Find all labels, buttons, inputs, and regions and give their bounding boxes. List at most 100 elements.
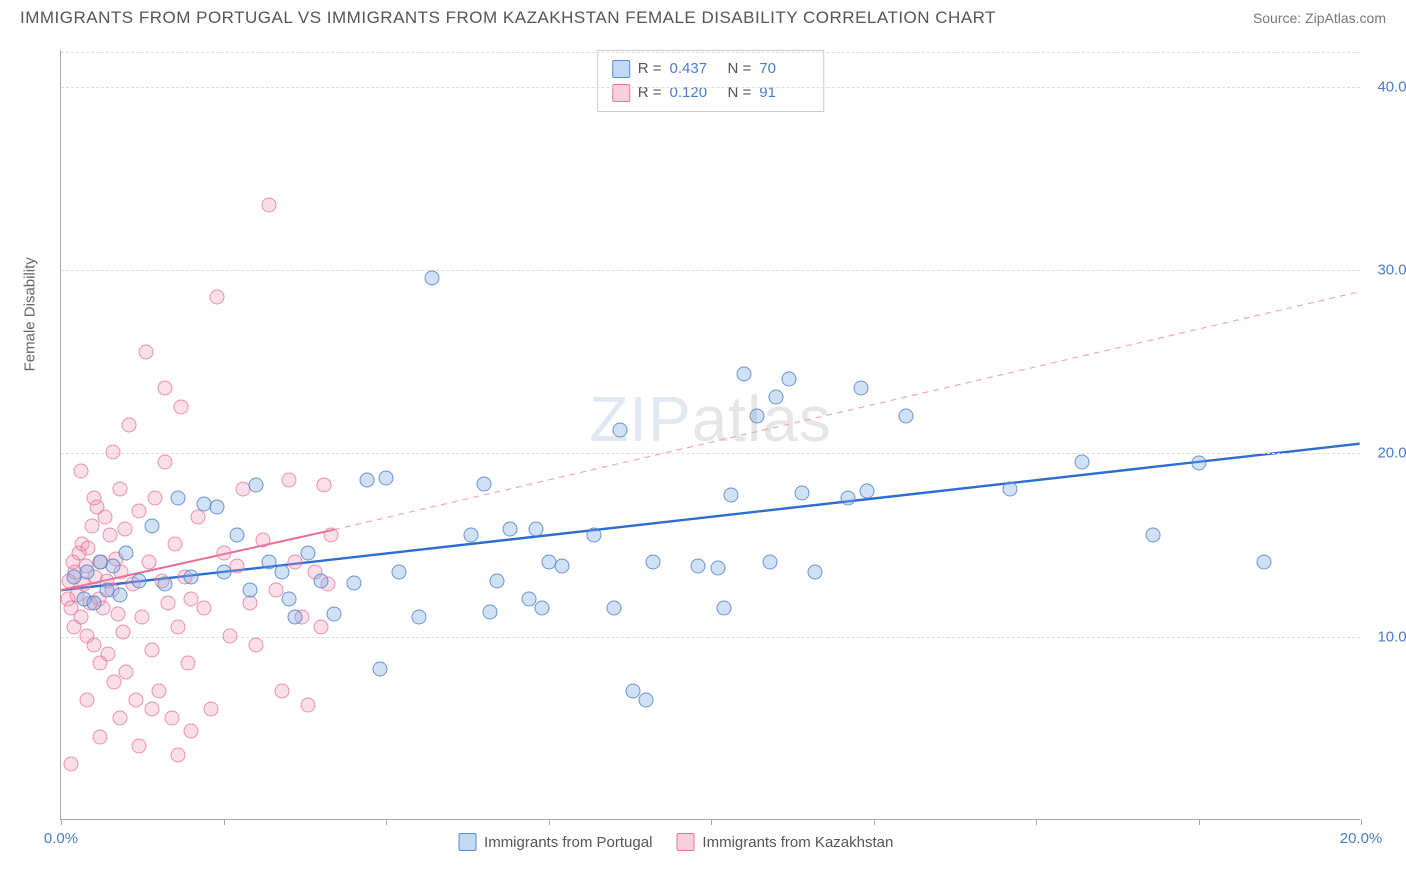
data-point: [613, 423, 628, 438]
watermark-bold: ZIP: [589, 383, 692, 455]
data-point: [138, 344, 153, 359]
data-point: [281, 592, 296, 607]
data-point: [145, 702, 160, 717]
data-point: [180, 656, 195, 671]
x-tick: [61, 819, 62, 825]
data-point: [502, 522, 517, 537]
data-point: [98, 509, 113, 524]
n-label: N =: [728, 57, 752, 81]
r-label: R =: [638, 57, 662, 81]
data-point: [288, 610, 303, 625]
data-point: [184, 724, 199, 739]
data-point: [145, 643, 160, 658]
x-tick: [1199, 819, 1200, 825]
data-point: [171, 491, 186, 506]
data-point: [112, 482, 127, 497]
x-tick: [874, 819, 875, 825]
grid-line: [61, 87, 1360, 88]
data-point: [132, 738, 147, 753]
data-point: [171, 747, 186, 762]
data-point: [128, 692, 143, 707]
data-point: [424, 271, 439, 286]
data-point: [736, 366, 751, 381]
data-point: [141, 555, 156, 570]
data-point: [145, 518, 160, 533]
grid-line: [61, 270, 1360, 271]
x-tick: [224, 819, 225, 825]
data-point: [762, 555, 777, 570]
r-value: 0.437: [670, 57, 720, 81]
data-point: [73, 463, 88, 478]
data-point: [899, 408, 914, 423]
data-point: [242, 582, 257, 597]
data-point: [106, 559, 121, 574]
data-point: [489, 573, 504, 588]
data-point: [314, 619, 329, 634]
data-point: [281, 472, 296, 487]
data-point: [167, 537, 182, 552]
data-point: [102, 527, 117, 542]
r-value: 0.120: [670, 81, 720, 105]
legend-item-portugal: Immigrants from Portugal: [458, 833, 652, 851]
data-point: [119, 665, 134, 680]
data-point: [216, 564, 231, 579]
data-point: [203, 702, 218, 717]
data-point: [262, 197, 277, 212]
data-point: [73, 610, 88, 625]
data-point: [171, 619, 186, 634]
data-point: [112, 711, 127, 726]
data-point: [372, 661, 387, 676]
data-point: [216, 546, 231, 561]
x-tick: [1361, 819, 1362, 825]
data-point: [840, 491, 855, 506]
data-point: [174, 399, 189, 414]
data-point: [645, 555, 660, 570]
data-point: [275, 683, 290, 698]
data-point: [148, 491, 163, 506]
r-label: R =: [638, 81, 662, 105]
data-point: [1191, 456, 1206, 471]
x-tick: [1036, 819, 1037, 825]
data-point: [135, 610, 150, 625]
data-point: [85, 518, 100, 533]
data-point: [346, 575, 361, 590]
data-point: [151, 683, 166, 698]
data-point: [411, 610, 426, 625]
data-point: [1003, 482, 1018, 497]
data-point: [80, 564, 95, 579]
data-point: [117, 522, 132, 537]
data-point: [639, 692, 654, 707]
data-point: [86, 637, 101, 652]
data-point: [210, 500, 225, 515]
data-point: [749, 408, 764, 423]
watermark: ZIPatlas: [589, 382, 832, 456]
data-point: [1146, 527, 1161, 542]
legend-label: Immigrants from Kazakhstan: [702, 834, 893, 851]
data-point: [288, 555, 303, 570]
data-point: [691, 559, 706, 574]
data-point: [249, 478, 264, 493]
data-point: [132, 504, 147, 519]
data-point: [1074, 454, 1089, 469]
chart-source: Source: ZipAtlas.com: [1253, 10, 1386, 26]
data-point: [86, 491, 101, 506]
data-point: [190, 509, 205, 524]
x-tick: [711, 819, 712, 825]
n-label: N =: [728, 81, 752, 105]
correlation-legend: R = 0.437 N = 70 R = 0.120 N = 91: [597, 50, 825, 112]
grid-line: [61, 52, 1360, 53]
data-point: [323, 527, 338, 542]
data-point: [229, 527, 244, 542]
data-point: [119, 546, 134, 561]
data-point: [223, 628, 238, 643]
y-tick-label: 40.0%: [1365, 78, 1406, 95]
data-point: [158, 577, 173, 592]
data-point: [463, 527, 478, 542]
data-point: [314, 573, 329, 588]
data-point: [606, 601, 621, 616]
data-point: [853, 381, 868, 396]
data-point: [301, 698, 316, 713]
legend-row-blue: R = 0.437 N = 70: [612, 57, 810, 81]
data-point: [80, 692, 95, 707]
data-point: [132, 573, 147, 588]
